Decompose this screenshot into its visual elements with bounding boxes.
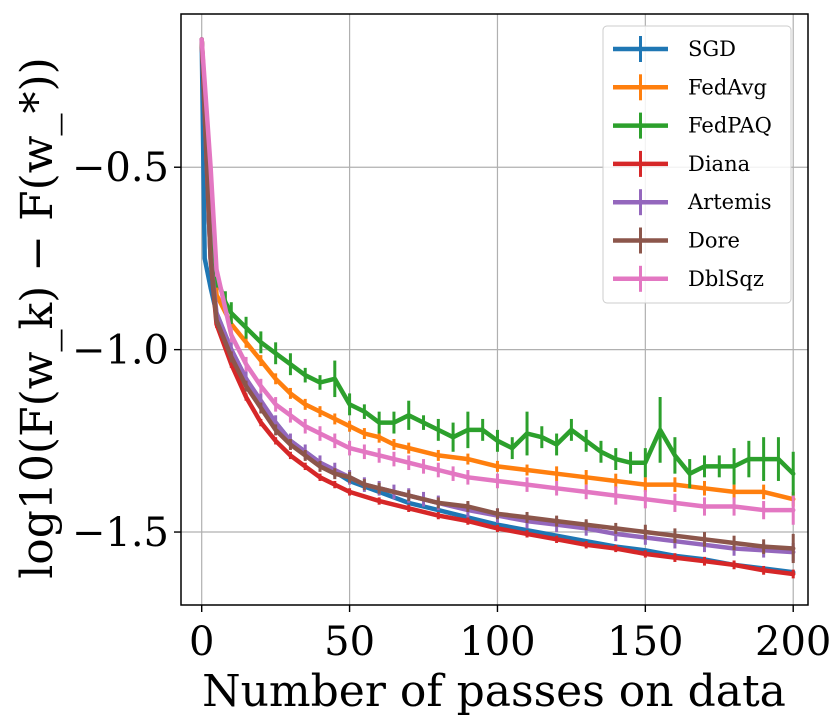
series-dore <box>199 37 796 564</box>
x-axis-label: Number of passes on data <box>202 666 786 717</box>
y-tick-label: −1.5 <box>72 510 169 556</box>
y-axis-label: log10(F(w_k) − F(w_*)) <box>12 57 63 579</box>
plot-border <box>180 13 809 606</box>
x-tick-label: 150 <box>607 619 683 665</box>
series-line <box>199 37 796 551</box>
x-tick-label: 100 <box>459 619 535 665</box>
legend-label: DblSqz <box>688 267 764 291</box>
series-fedpaq <box>199 37 796 496</box>
series-layer <box>199 37 796 579</box>
legend-label: SGD <box>688 37 736 61</box>
legend-label: Artemis <box>687 190 771 214</box>
legend-item-artemis: Artemis <box>613 189 771 216</box>
y-axis-ticks: −0.5 −1.0 −1.5 <box>72 145 181 556</box>
legend-item-dblsqz: DblSqz <box>613 265 764 292</box>
plot-frame <box>180 13 809 606</box>
legend-label: FedAvg <box>688 75 767 99</box>
legend-item-fedavg: FedAvg <box>613 74 767 101</box>
legend-box <box>602 25 792 304</box>
series-dblsqz <box>199 37 796 525</box>
y-tick-label: −1.0 <box>72 328 169 374</box>
x-tick-label: 200 <box>755 619 830 665</box>
legend-item-fedpaq: FedPAQ <box>613 112 772 139</box>
series-diana <box>199 37 796 579</box>
x-tick-label: 50 <box>324 619 375 665</box>
legend: SGD FedAvg FedPAQ Diana Artemis Dore DblSqz <box>602 25 792 304</box>
legend-item-sgd: SGD <box>613 36 736 62</box>
legend-label: Diana <box>688 152 750 176</box>
legend-item-diana: Diana <box>613 150 750 177</box>
y-tick-label: −0.5 <box>72 145 169 191</box>
legend-label: FedPAQ <box>688 114 772 138</box>
legend-label: Dore <box>688 229 740 253</box>
legend-item-dore: Dore <box>613 227 740 254</box>
x-tick-label: 0 <box>189 619 214 665</box>
x-axis-ticks: 0 50 100 150 200 <box>189 605 830 665</box>
